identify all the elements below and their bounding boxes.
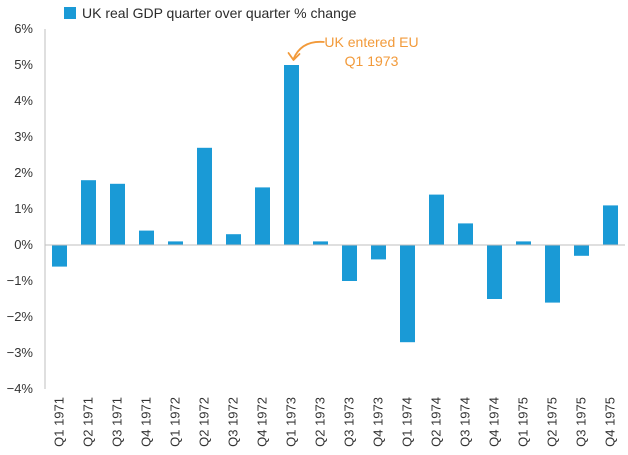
y-tick-label: −1% <box>7 273 34 288</box>
x-tick-label: Q2 1971 <box>81 397 96 447</box>
annotation-text: UK entered EU <box>324 34 418 50</box>
y-tick-label: 3% <box>14 129 33 144</box>
annotation-text: Q1 1973 <box>345 53 399 69</box>
annotation-arrowhead <box>287 52 301 61</box>
x-tick-label: Q3 1971 <box>110 397 125 447</box>
legend: UK real GDP quarter over quarter % chang… <box>64 5 356 21</box>
x-tick-label: Q3 1974 <box>458 397 473 447</box>
bar <box>52 245 67 267</box>
bar <box>313 241 328 245</box>
bar <box>110 183 125 245</box>
bar <box>81 180 96 245</box>
bar <box>139 230 154 245</box>
legend-label: UK real GDP quarter over quarter % chang… <box>82 5 357 21</box>
legend-swatch <box>64 7 76 19</box>
x-tick-label: Q3 1972 <box>226 397 241 447</box>
x-tick-label: Q2 1973 <box>313 397 328 447</box>
y-tick-label: 1% <box>14 201 33 216</box>
x-tick-label: Q2 1972 <box>197 397 212 447</box>
bar <box>400 245 415 343</box>
bar <box>342 245 357 281</box>
x-tick-label: Q4 1975 <box>603 397 618 447</box>
bar <box>168 241 183 245</box>
y-tick-label: −2% <box>7 309 34 324</box>
y-tick-label: 5% <box>14 57 33 72</box>
bar <box>197 147 212 245</box>
bar <box>574 245 589 256</box>
x-tick-label: Q1 1973 <box>284 397 299 447</box>
x-tick-label: Q2 1975 <box>545 397 560 447</box>
y-tick-label: 0% <box>14 237 33 252</box>
x-tick-label: Q4 1974 <box>487 397 502 447</box>
x-tick-label: Q1 1974 <box>400 397 415 447</box>
x-tick-label: Q1 1972 <box>168 397 183 447</box>
y-tick-label: −3% <box>7 345 34 360</box>
y-tick-label: 6% <box>14 21 33 36</box>
x-tick-label: Q4 1973 <box>371 397 386 447</box>
bar <box>603 205 618 245</box>
x-tick-label: Q4 1971 <box>139 397 154 447</box>
annotation-arrow <box>292 40 325 60</box>
bar <box>371 245 386 260</box>
bar <box>516 241 531 245</box>
x-tick-label: Q3 1975 <box>574 397 589 447</box>
bar <box>255 187 270 245</box>
y-tick-label: 4% <box>14 93 33 108</box>
x-tick-label: Q3 1973 <box>342 397 357 447</box>
bar <box>429 194 444 245</box>
bar <box>458 223 473 245</box>
x-tick-label: Q1 1975 <box>516 397 531 447</box>
bar <box>545 245 560 303</box>
y-tick-label: 2% <box>14 165 33 180</box>
bar <box>226 234 241 245</box>
bar <box>284 65 299 245</box>
bar <box>487 245 502 299</box>
x-tick-label: Q1 1971 <box>52 397 67 447</box>
y-tick-label: −4% <box>7 381 34 396</box>
x-tick-label: Q4 1972 <box>255 397 270 447</box>
x-tick-label: Q2 1974 <box>429 397 444 447</box>
